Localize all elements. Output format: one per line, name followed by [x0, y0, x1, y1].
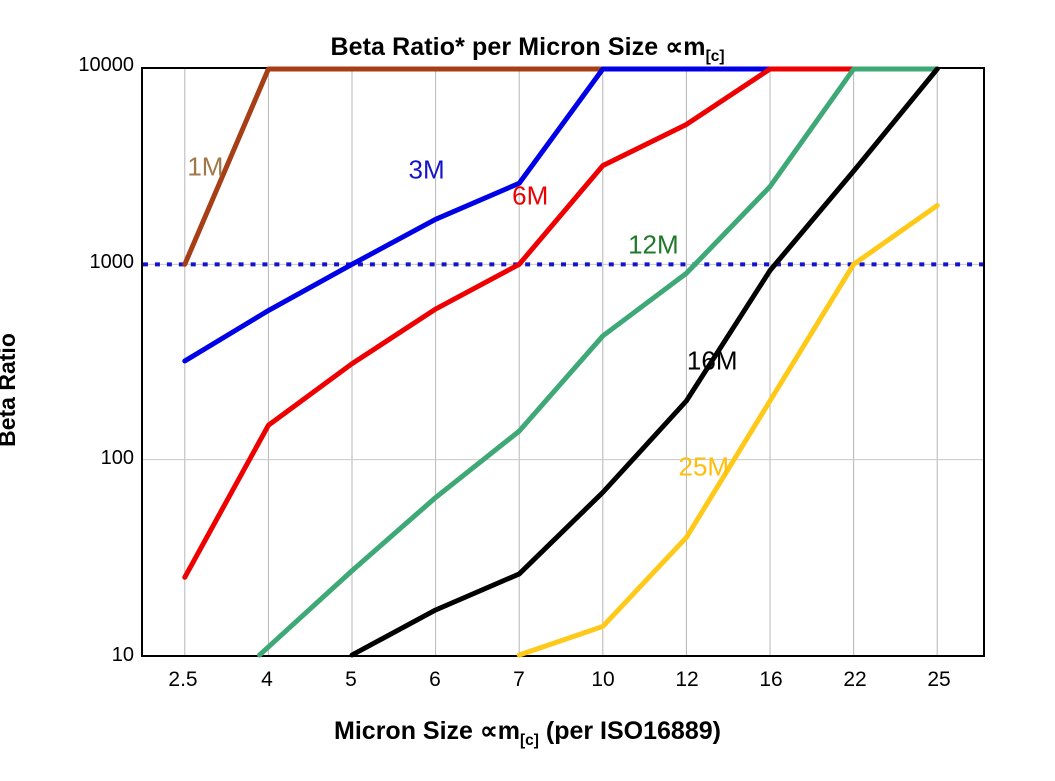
series-label-6M: 6M	[512, 180, 549, 211]
chart-title-subscript: [c]	[705, 48, 725, 65]
series-label-12M: 12M	[628, 229, 679, 260]
chart-title-text: Beta Ratio* per Micron Size ∝m	[330, 33, 706, 61]
x-tick-label: 6	[429, 668, 441, 691]
x-axis-title-tail: (per ISO16889)	[538, 717, 721, 745]
x-tick-label: 16	[759, 668, 783, 691]
series-label-3M: 3M	[408, 154, 445, 185]
page-title: Beta Ratio* per Micron Size ∝m[c]	[0, 32, 1055, 66]
series-label-25M: 25M	[678, 451, 730, 482]
plot-area	[141, 66, 985, 658]
y-tick-label: 1000	[89, 250, 135, 273]
series-line-12M	[257, 66, 940, 658]
y-tick-label: 100	[100, 447, 134, 470]
x-tick-label: 10	[591, 668, 615, 691]
series-lines	[143, 66, 983, 658]
x-tick-label: 12	[675, 668, 699, 691]
y-tick-label: 10000	[78, 54, 134, 76]
x-tick-label: 7	[513, 668, 525, 691]
series-label-1M: 1M	[187, 151, 224, 182]
x-axis-title-subscript: [c]	[519, 732, 539, 749]
series-line-25M	[516, 203, 940, 658]
x-tick-label: 4	[261, 668, 273, 691]
y-axis-tick-labels: 10000 1000 100 10	[8, 0, 134, 781]
series-line-1M	[182, 66, 940, 267]
x-tick-label: 22	[843, 668, 867, 691]
series-line-16M	[349, 66, 940, 658]
series-line-6M	[182, 66, 940, 580]
x-tick-label: 2.5	[168, 668, 198, 691]
x-tick-label: 5	[345, 668, 357, 691]
x-axis-tick-labels: 2.5 4 5 6 7 10 12 16 22 25	[0, 668, 1055, 702]
x-axis-title: Micron Size ∝m[c] (per ISO16889)	[0, 716, 1055, 750]
x-tick-label: 25	[927, 668, 951, 691]
x-axis-title-text: Micron Size ∝m	[334, 717, 520, 745]
series-label-16M: 16M	[686, 345, 738, 376]
y-tick-label: 10	[111, 644, 134, 666]
